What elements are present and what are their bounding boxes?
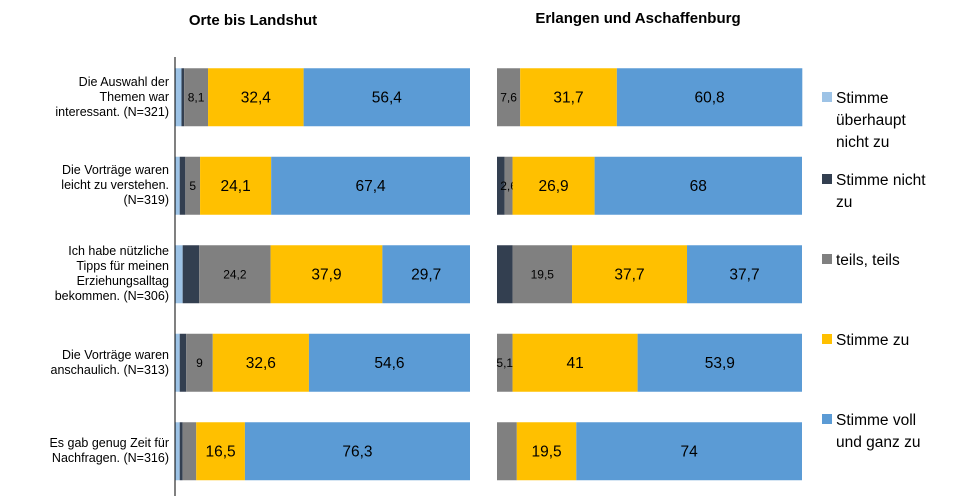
data-label: 24,2 [223, 267, 247, 281]
category-label: Die Auswahl der Themen war interessant. … [55, 74, 169, 119]
bar-segment [382, 245, 470, 304]
panel-title: Erlangen und Aschaffenburg [535, 10, 741, 27]
bar-segment [196, 422, 245, 481]
category-label: Es gab genug Zeit für Nachfragen. (N=316… [49, 436, 169, 466]
data-label: 5,1 [496, 356, 513, 370]
data-label: 7,6 [500, 90, 517, 104]
data-label: 24,1 [221, 178, 251, 195]
data-label: 37,7 [614, 266, 644, 283]
bar-segment [497, 422, 517, 481]
bar-segment [184, 68, 209, 127]
data-label: 68 [690, 178, 707, 195]
data-label: 76,3 [342, 443, 372, 460]
data-label: 19,5 [531, 443, 561, 460]
bar-segment [512, 333, 638, 392]
data-label: 16,5 [205, 443, 235, 460]
legend-swatch [822, 334, 832, 344]
bar-segment [308, 333, 470, 392]
bar-segment [181, 68, 185, 127]
panel-title: Orte bis Landshut [188, 12, 318, 29]
bar-segment [687, 245, 802, 304]
legend-swatch [822, 254, 832, 264]
legend-label: Stimme nicht zu [836, 172, 926, 211]
bar-segment [182, 422, 197, 481]
legend-entry: teils, teils [822, 250, 952, 272]
data-label: 29,7 [411, 266, 441, 283]
data-label: 8,1 [188, 90, 205, 104]
bar-segment [270, 245, 383, 304]
bar-segment [175, 68, 182, 127]
bar-segment [504, 156, 513, 215]
data-label: 37,9 [311, 266, 341, 283]
data-label: 32,4 [241, 89, 272, 106]
legend-label: Stimme zu [836, 332, 910, 349]
bar-segment [637, 333, 802, 392]
legend-label: Stimme voll und ganz zu [836, 412, 921, 451]
category-label: Die Vorträge waren anschaulich. (N=313) [50, 347, 169, 377]
data-label: 54,6 [374, 355, 404, 372]
data-label: 26,9 [538, 178, 568, 195]
data-label: 37,7 [729, 266, 759, 283]
legend-swatch [822, 92, 832, 102]
bar-segment [512, 245, 573, 304]
bar-segment [175, 156, 180, 215]
bar-segment [185, 156, 201, 215]
legend-swatch [822, 174, 832, 184]
data-label: 9 [196, 356, 203, 370]
bar-segment [200, 156, 272, 215]
bar-segment [516, 422, 577, 481]
legend-entry: Stimme voll und ganz zu [822, 410, 952, 454]
bar-segment [244, 422, 470, 481]
legend-label: teils, teils [836, 252, 900, 269]
bar-segment [512, 156, 595, 215]
bar-segment [497, 156, 505, 215]
data-label: 31,7 [553, 89, 583, 106]
bar-segment [576, 422, 802, 481]
bar-segment [182, 245, 200, 304]
legend-entry: Stimme überhaupt nicht zu [822, 88, 952, 154]
bar-segment [497, 68, 521, 127]
category-label: Ich habe nützliche Tipps für meinen Erzi… [54, 244, 169, 304]
bar-segment [616, 68, 803, 127]
bar-segment [175, 333, 180, 392]
bar-segment [186, 333, 213, 392]
data-label: 19,5 [531, 267, 555, 281]
legend-entry: Stimme zu [822, 330, 952, 352]
bar-segment [175, 422, 180, 481]
bar-segment [497, 245, 513, 304]
legend-label: Stimme überhaupt nicht zu [836, 90, 906, 151]
data-label: 56,4 [372, 89, 403, 106]
category-label: Die Vorträge waren leicht zu verstehen. … [61, 163, 169, 208]
bar-segment [179, 333, 187, 392]
bar-segment [179, 156, 186, 215]
bar-segment [208, 68, 304, 127]
data-label: 60,8 [694, 89, 724, 106]
bar-segment [520, 68, 617, 127]
legend-entry: Stimme nicht zu [822, 170, 952, 214]
bar-segment [179, 422, 183, 481]
data-label: 67,4 [355, 178, 386, 195]
bar-segment [572, 245, 688, 304]
data-label: 53,9 [705, 355, 735, 372]
bar-segment [497, 333, 513, 392]
data-label: 32,6 [246, 355, 276, 372]
bar-segment [175, 245, 183, 304]
legend-swatch [822, 414, 832, 424]
bar-segment [303, 68, 470, 127]
data-label: 5 [189, 179, 196, 193]
bar-segment [199, 245, 271, 304]
data-label: 41 [566, 355, 583, 372]
data-label: 74 [681, 443, 699, 460]
bar-segment [594, 156, 802, 215]
bar-segment [271, 156, 470, 215]
bar-segment [212, 333, 309, 392]
